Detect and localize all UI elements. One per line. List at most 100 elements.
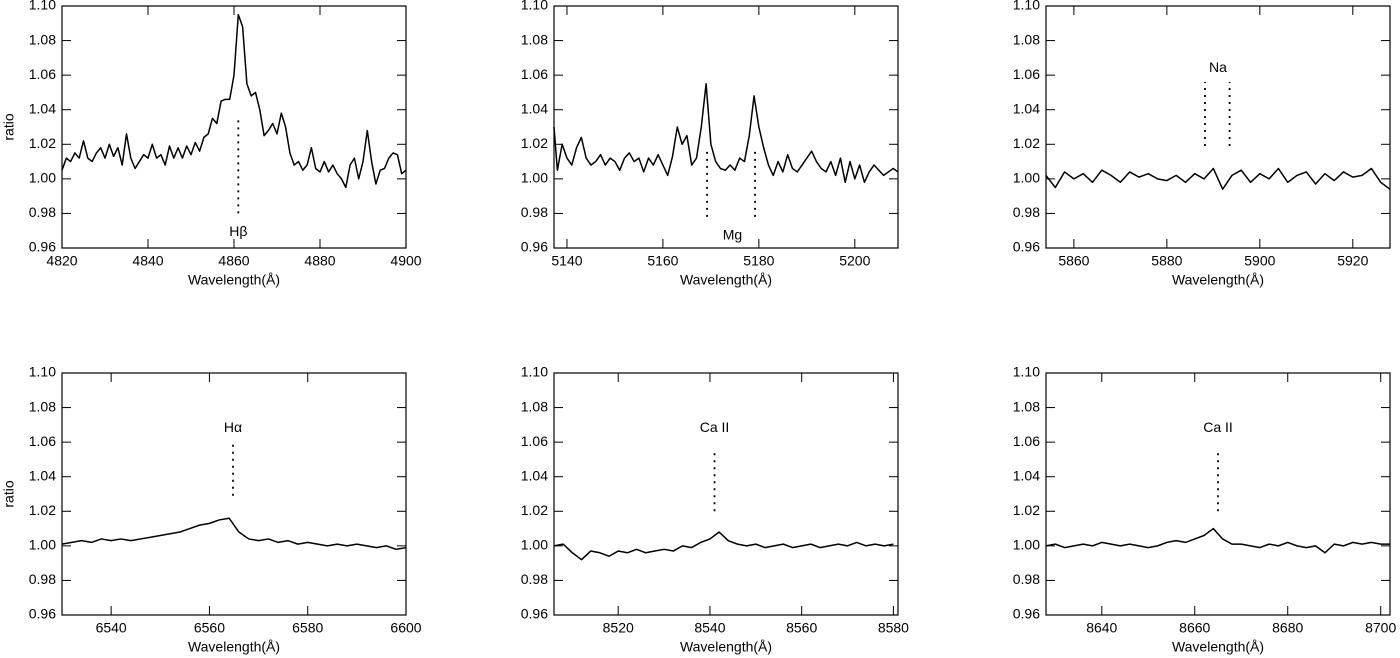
y-tick-label: 1.10 xyxy=(29,364,56,380)
plot-frame xyxy=(1045,5,1391,249)
y-tick-label: 0.98 xyxy=(29,571,56,587)
x-tick-label: 4860 xyxy=(218,253,249,269)
y-tick-label: 1.02 xyxy=(29,135,56,151)
x-tick-label: 6540 xyxy=(96,620,127,636)
y-tick-label: 1.02 xyxy=(29,502,56,518)
y-tick-label: 1.06 xyxy=(29,433,56,449)
x-tick-label: 5140 xyxy=(551,253,582,269)
y-tick-label: 1.04 xyxy=(1013,467,1040,483)
y-tick-label: 1.08 xyxy=(521,31,548,47)
y-tick-label: 0.96 xyxy=(29,606,56,622)
y-tick-label: 0.96 xyxy=(521,239,548,255)
y-axis-label: ratio xyxy=(1,113,17,140)
plot-frame xyxy=(1045,372,1391,616)
x-tick-label: 5860 xyxy=(1058,253,1089,269)
x-tick-label: 5900 xyxy=(1244,253,1275,269)
line-label: Hβ xyxy=(229,223,247,239)
x-tick-label: 8560 xyxy=(786,620,817,636)
y-tick-label: 0.98 xyxy=(1013,571,1040,587)
x-tick-label: 5200 xyxy=(839,253,870,269)
line-label: Na xyxy=(1209,59,1227,75)
x-axis-label: Wavelength(Å) xyxy=(188,272,280,288)
y-tick-label: 1.10 xyxy=(1013,0,1040,13)
y-tick-label: 1.06 xyxy=(1013,66,1040,82)
spectrum-line xyxy=(1045,527,1390,554)
y-tick-label: 0.98 xyxy=(1013,204,1040,220)
y-tick-label: 1.10 xyxy=(521,364,548,380)
panel: 0.96 0.98 1.00 1.02 1.04 1.06 1.08 1.10 6540 6560… xyxy=(1,364,422,655)
y-tick-label: 1.00 xyxy=(521,537,548,553)
plot-frame xyxy=(61,372,407,616)
y-tick-label: 1.06 xyxy=(521,433,548,449)
y-tick-label: 1.02 xyxy=(1013,502,1040,518)
y-tick-label: 1.04 xyxy=(521,100,548,116)
spectrum-line xyxy=(61,13,407,189)
y-tick-label: 1.00 xyxy=(521,170,548,186)
x-tick-label: 5920 xyxy=(1337,253,1368,269)
panel: 0.96 0.98 1.00 1.02 1.04 1.06 1.08 1.10 4820 4840… xyxy=(1,0,422,288)
panel: 0.96 0.98 1.00 1.02 1.04 1.06 1.08 1.10 5140 5160… xyxy=(521,0,899,288)
y-tick-label: 0.96 xyxy=(1013,239,1040,255)
y-tick-label: 1.06 xyxy=(521,66,548,82)
y-tick-label: 0.98 xyxy=(29,204,56,220)
x-tick-label: 8540 xyxy=(694,620,725,636)
line-label: Hα xyxy=(224,419,242,435)
x-tick-label: 4820 xyxy=(46,253,77,269)
spectrum-line xyxy=(553,531,894,561)
x-axis-label: Wavelength(Å) xyxy=(680,272,772,288)
y-tick-label: 1.02 xyxy=(521,135,548,151)
x-tick-label: 6580 xyxy=(292,620,323,636)
y-tick-label: 1.06 xyxy=(29,66,56,82)
y-tick-label: 1.02 xyxy=(521,502,548,518)
x-tick-label: 4840 xyxy=(132,253,163,269)
x-tick-label: 5180 xyxy=(743,253,774,269)
plot-frame xyxy=(553,372,899,616)
y-tick-label: 1.08 xyxy=(29,398,56,414)
plot-frame xyxy=(61,5,407,249)
x-tick-label: 6560 xyxy=(194,620,225,636)
y-tick-label: 0.98 xyxy=(521,571,548,587)
y-tick-label: 1.10 xyxy=(1013,364,1040,380)
y-tick-label: 0.96 xyxy=(1013,606,1040,622)
y-tick-label: 1.10 xyxy=(29,0,56,13)
x-tick-label: 8680 xyxy=(1272,620,1303,636)
x-tick-label: 8640 xyxy=(1086,620,1117,636)
y-tick-label: 1.02 xyxy=(1013,135,1040,151)
y-tick-label: 0.98 xyxy=(521,204,548,220)
x-axis-label: Wavelength(Å) xyxy=(1172,272,1264,288)
y-axis-label: ratio xyxy=(1,480,17,507)
x-tick-label: 8580 xyxy=(878,620,909,636)
x-axis-label: Wavelength(Å) xyxy=(680,639,772,655)
x-axis-label: Wavelength(Å) xyxy=(1172,639,1264,655)
x-tick-label: 5880 xyxy=(1151,253,1182,269)
line-label: Mg xyxy=(723,227,742,243)
y-tick-label: 1.00 xyxy=(29,170,56,186)
y-tick-label: 0.96 xyxy=(29,239,56,255)
y-tick-label: 1.04 xyxy=(1013,100,1040,116)
spectrum-line xyxy=(1045,167,1391,190)
x-tick-label: 4900 xyxy=(390,253,421,269)
y-tick-label: 0.96 xyxy=(521,606,548,622)
y-tick-label: 1.04 xyxy=(29,467,56,483)
y-tick-label: 1.00 xyxy=(1013,170,1040,186)
x-axis-label: Wavelength(Å) xyxy=(188,639,280,655)
x-tick-label: 8700 xyxy=(1365,620,1396,636)
x-tick-label: 8520 xyxy=(603,620,634,636)
y-tick-label: 1.00 xyxy=(29,537,56,553)
plot-frame xyxy=(553,5,899,249)
x-tick-label: 6600 xyxy=(390,620,421,636)
y-tick-label: 1.08 xyxy=(29,31,56,47)
spectrum-line xyxy=(553,83,899,184)
panel: 0.96 0.98 1.00 1.02 1.04 1.06 1.08 1.10 8520 8540… xyxy=(521,364,909,655)
panel: 0.96 0.98 1.00 1.02 1.04 1.06 1.08 1.10 8640 8660… xyxy=(1013,364,1397,655)
x-tick-label: 8660 xyxy=(1179,620,1210,636)
y-tick-label: 1.08 xyxy=(521,398,548,414)
panel: 0.96 0.98 1.00 1.02 1.04 1.06 1.08 1.10 5860 5880… xyxy=(1013,0,1391,288)
y-tick-label: 1.04 xyxy=(29,100,56,116)
y-tick-label: 1.10 xyxy=(521,0,548,13)
y-tick-label: 1.00 xyxy=(1013,537,1040,553)
x-tick-label: 4880 xyxy=(304,253,335,269)
line-label: Ca II xyxy=(700,419,730,435)
